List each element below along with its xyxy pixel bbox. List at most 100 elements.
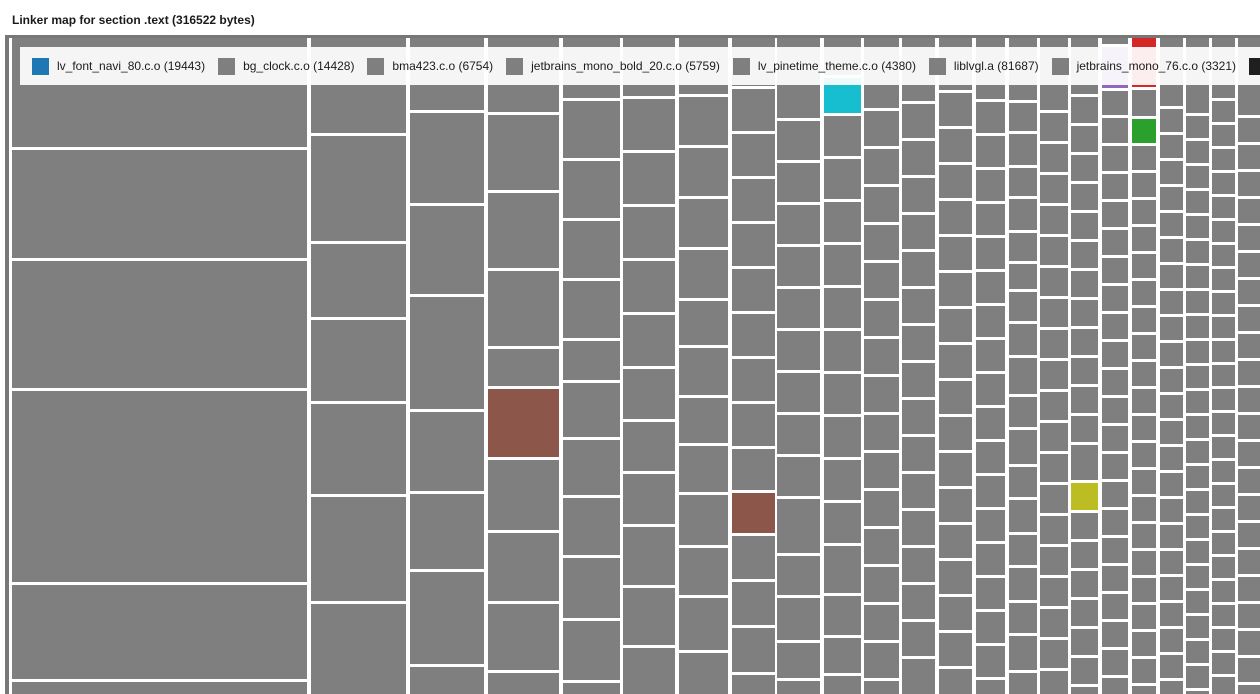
- treemap-cell[interactable]: [976, 340, 1005, 371]
- treemap-cell[interactable]: [939, 381, 972, 414]
- treemap-cell[interactable]: [1186, 516, 1209, 538]
- treemap-cell[interactable]: [864, 529, 899, 564]
- treemap-cell[interactable]: [1160, 291, 1183, 314]
- treemap-cell[interactable]: [12, 585, 307, 679]
- treemap-cell[interactable]: [1186, 666, 1209, 688]
- treemap-cell-brown[interactable]: [732, 493, 775, 533]
- treemap-cell[interactable]: [902, 474, 935, 508]
- treemap-cell[interactable]: [1160, 369, 1183, 392]
- treemap-cell[interactable]: [902, 659, 935, 694]
- treemap-cell[interactable]: [976, 646, 1005, 677]
- treemap-cell[interactable]: [1132, 659, 1156, 683]
- treemap-cell[interactable]: [1212, 461, 1235, 482]
- treemap-cell[interactable]: [1132, 416, 1156, 440]
- treemap-cell[interactable]: [824, 546, 861, 593]
- treemap-cell[interactable]: [1212, 653, 1235, 674]
- treemap-cell[interactable]: [1132, 308, 1156, 332]
- treemap-cell[interactable]: [976, 102, 1005, 133]
- treemap-cell[interactable]: [732, 536, 775, 579]
- treemap-cell[interactable]: [1040, 175, 1068, 203]
- treemap-cell[interactable]: [1102, 426, 1128, 451]
- treemap-cell[interactable]: [679, 598, 728, 650]
- treemap-cell[interactable]: [1102, 650, 1128, 675]
- treemap-cell[interactable]: [1186, 691, 1209, 694]
- treemap-cell[interactable]: [311, 497, 406, 601]
- treemap-cell[interactable]: [1212, 293, 1235, 314]
- treemap-cell[interactable]: [939, 93, 972, 126]
- treemap-cell[interactable]: [1238, 388, 1260, 412]
- treemap-cell[interactable]: [1186, 241, 1209, 263]
- treemap-cell[interactable]: [1186, 441, 1209, 463]
- treemap-cell[interactable]: [976, 680, 1005, 694]
- treemap-cell[interactable]: [1040, 237, 1068, 265]
- treemap-cell[interactable]: [1009, 603, 1037, 633]
- treemap-cell[interactable]: [939, 129, 972, 162]
- treemap-cell[interactable]: [1040, 144, 1068, 172]
- treemap-cell[interactable]: [976, 510, 1005, 541]
- treemap-cell[interactable]: [777, 289, 820, 328]
- treemap-cell[interactable]: [623, 588, 675, 645]
- treemap-cell[interactable]: [679, 653, 728, 694]
- treemap-cell[interactable]: [1212, 581, 1235, 602]
- treemap-cell[interactable]: [1009, 535, 1037, 565]
- treemap-cell[interactable]: [976, 374, 1005, 405]
- treemap-cell[interactable]: [824, 460, 861, 500]
- treemap-cell[interactable]: [902, 511, 935, 545]
- treemap-cell[interactable]: [1212, 629, 1235, 650]
- treemap-cell[interactable]: [939, 669, 972, 694]
- treemap-cell[interactable]: [1238, 334, 1260, 358]
- treemap-cell[interactable]: [732, 404, 775, 446]
- treemap-cell[interactable]: [1132, 146, 1156, 170]
- treemap-cell[interactable]: [939, 561, 972, 594]
- treemap-cell[interactable]: [1071, 687, 1098, 694]
- treemap-cell[interactable]: [824, 116, 861, 156]
- treemap-cell[interactable]: [1212, 341, 1235, 362]
- treemap-cell[interactable]: [824, 676, 861, 694]
- treemap-cell-brown[interactable]: [488, 389, 559, 457]
- treemap-cell[interactable]: [777, 373, 820, 412]
- treemap-cell[interactable]: [623, 527, 675, 585]
- treemap-cell[interactable]: [864, 263, 899, 298]
- treemap-cell[interactable]: [1009, 103, 1037, 131]
- treemap-cell[interactable]: [1102, 482, 1128, 507]
- treemap-cell[interactable]: [902, 326, 935, 360]
- treemap-cell[interactable]: [976, 306, 1005, 337]
- treemap-cell[interactable]: [1009, 500, 1037, 532]
- treemap-cell[interactable]: [1238, 361, 1260, 385]
- treemap-cell[interactable]: [1071, 513, 1098, 539]
- treemap-cell[interactable]: [777, 121, 820, 160]
- treemap-cell[interactable]: [732, 675, 775, 694]
- treemap-cell[interactable]: [1009, 233, 1037, 261]
- treemap-cell[interactable]: [864, 111, 899, 146]
- treemap-cell[interactable]: [939, 201, 972, 234]
- treemap-cell[interactable]: [1102, 510, 1128, 535]
- treemap-cell[interactable]: [1212, 533, 1235, 554]
- treemap-cell[interactable]: [864, 415, 899, 450]
- treemap-cell[interactable]: [777, 681, 820, 694]
- treemap-cell[interactable]: [732, 179, 775, 221]
- treemap-cell[interactable]: [1238, 496, 1260, 520]
- treemap-cell[interactable]: [1238, 469, 1260, 493]
- treemap-cell[interactable]: [902, 104, 935, 138]
- treemap-cell[interactable]: [1160, 421, 1183, 444]
- treemap-cell[interactable]: [824, 417, 861, 457]
- treemap-cell[interactable]: [1212, 365, 1235, 386]
- treemap-cell[interactable]: [1009, 397, 1037, 427]
- treemap-cell[interactable]: [1071, 658, 1098, 684]
- treemap-cell[interactable]: [1160, 447, 1183, 470]
- treemap-cell[interactable]: [1186, 591, 1209, 613]
- treemap-cell[interactable]: [679, 148, 728, 196]
- treemap-cell[interactable]: [623, 261, 675, 312]
- treemap-cell[interactable]: [1160, 551, 1183, 574]
- treemap-cell[interactable]: [679, 199, 728, 247]
- treemap-cell[interactable]: [1212, 509, 1235, 530]
- treemap-cell[interactable]: [1212, 269, 1235, 290]
- treemap-cell[interactable]: [311, 404, 406, 494]
- treemap-cell[interactable]: [1186, 191, 1209, 213]
- treemap-cell[interactable]: [1132, 524, 1156, 548]
- treemap-cell[interactable]: [902, 437, 935, 471]
- treemap-cell[interactable]: [824, 245, 861, 285]
- treemap-cell[interactable]: [777, 499, 820, 553]
- treemap-cell[interactable]: [488, 673, 559, 694]
- treemap-cell[interactable]: [1040, 392, 1068, 420]
